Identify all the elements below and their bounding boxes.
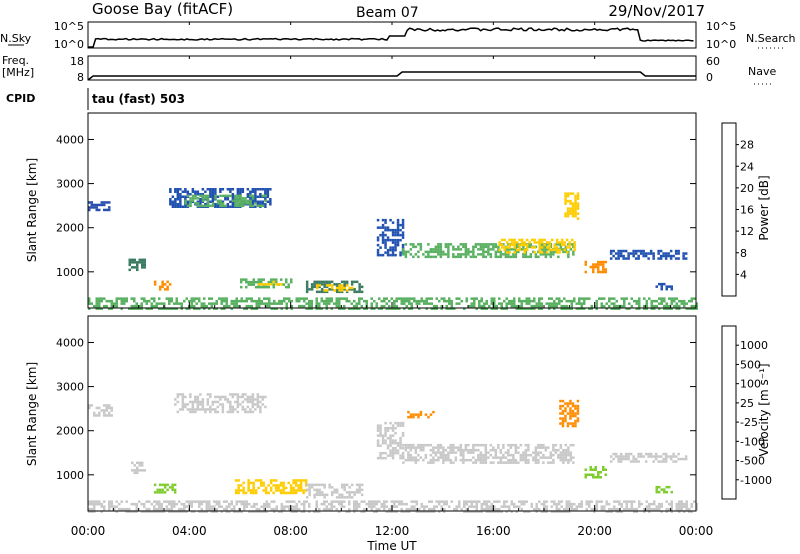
power-colorbar-label: Power [dB] (757, 175, 771, 240)
power-echo-band (316, 284, 354, 292)
cpid-label: CPID (6, 92, 35, 105)
nave-tick-top: 60 (706, 55, 720, 68)
velocity-echo-band (559, 399, 580, 428)
nsky-tick-bottom: 10^0 (54, 38, 84, 51)
x-tick-label: 00:00 (679, 524, 714, 538)
nsky-tick-top: 10^5 (54, 20, 84, 33)
freq-label: Freq. (2, 54, 29, 67)
velocity-ytick-label: 2000 (56, 425, 84, 438)
nave-tick-bottom: 0 (706, 71, 713, 84)
power-panel: 1000 2000 3000 4000 Slant Range [km] (25, 112, 698, 310)
freq-tick-bottom: 8 (77, 71, 84, 84)
power-colorbar-tick: 24 (740, 160, 754, 173)
power-colorbar: 4 8 12 16 20 24 28 Power [dB] (721, 122, 771, 297)
power-colorbar-tick: 28 (740, 139, 754, 152)
power-colorbar-tick: 16 (740, 204, 754, 217)
station-title: Goose Bay (fitACF) (92, 0, 233, 18)
power-colorbar-tick: 20 (740, 182, 754, 195)
velocity-ytick-label: 1000 (56, 469, 84, 482)
x-tick-label: 16:00 (476, 524, 511, 538)
velocity-colorbar: 1000 500 100 25 -25 -100 -500 -1000 Velocity [m… (721, 325, 772, 500)
nsearch-tick-top: 10^5 (706, 20, 736, 33)
nsky-label: N.Sky (0, 32, 32, 45)
power-echo-band (498, 238, 576, 254)
velocity-colorbar-tick: -100 (740, 435, 765, 448)
velocity-echo-band (584, 466, 607, 479)
date-title: 29/Nov/2017 (608, 2, 705, 20)
velocity-echo-band (88, 404, 113, 417)
nave-label: Nave (748, 65, 776, 78)
velocity-echo-band (174, 393, 267, 414)
nsky-panel: N.Sky 10^5 10^0 10^5 10^0 N.Search (0, 20, 796, 51)
velocity-colorbar-tick: 1000 (740, 339, 768, 352)
power-colorbar-tick: 12 (740, 225, 754, 238)
x-axis-label: Time UT (366, 539, 417, 553)
velocity-echo-band (407, 410, 435, 419)
freq-tick-top: 18 (70, 55, 84, 68)
velocity-colorbar-tick: -25 (740, 416, 758, 429)
power-echo-band (88, 297, 698, 310)
freq-trace (87, 71, 696, 81)
x-tick-label: 00:00 (71, 524, 106, 538)
x-tick-label: 20:00 (577, 524, 612, 538)
velocity-echo-band (234, 479, 308, 495)
cpid-value: tau (fast) 503 (92, 92, 185, 106)
power-echo-band (609, 249, 688, 260)
beam-title: Beam 07 (356, 5, 419, 21)
power-ylabel: Slant Range [km] (25, 158, 39, 262)
power-echo-band (88, 201, 111, 212)
power-ytick-label: 1000 (56, 266, 84, 279)
velocity-ytick-label: 3000 (56, 381, 84, 394)
velocity-echo-band (305, 483, 364, 499)
velocity-ytick-label: 4000 (56, 336, 84, 349)
velocity-echo-band (655, 485, 673, 494)
freq-panel: Freq. [MHz] 18 8 60 0 Nave (2, 54, 776, 85)
power-colorbar-tick: 8 (740, 247, 747, 260)
power-echo-band (257, 280, 283, 286)
velocity-ylabel: Slant Range [km] (25, 362, 39, 466)
velocity-echo-band (376, 421, 405, 460)
velocity-colorbar-tick: 500 (740, 358, 761, 371)
power-echo-band (376, 218, 405, 257)
power-echo-band (153, 280, 172, 291)
nsky-trace (88, 27, 694, 48)
velocity-colorbar-tick: 100 (740, 378, 761, 391)
power-ytick-label: 4000 (56, 133, 84, 146)
power-echo-band (184, 194, 267, 208)
power-ytick-label: 2000 (56, 222, 84, 235)
velocity-colorbar-tick: -500 (740, 455, 765, 468)
power-ytick-label: 3000 (56, 178, 84, 191)
velocity-colorbar-tick: 25 (740, 397, 754, 410)
freq-unit-label: [MHz] (2, 66, 34, 79)
velocity-echo-band (609, 452, 688, 463)
x-tick-label: 08:00 (273, 524, 308, 538)
power-echo-band (655, 282, 673, 291)
x-tick-label: 12:00 (375, 524, 410, 538)
velocity-colorbar-label: Velocity [m s⁻¹] (757, 363, 771, 456)
x-tick-label: 04:00 (172, 524, 207, 538)
velocity-echo-band (131, 461, 146, 475)
power-echo-band (240, 278, 293, 289)
velocity-echo-band (153, 483, 177, 494)
nsearch-tick-bottom: 10^0 (706, 38, 736, 51)
velocity-panel: 1000 2000 3000 4000 Slant Range [km] (25, 315, 698, 513)
power-echo-band (584, 260, 607, 274)
velocity-echo-band (402, 443, 575, 464)
nsearch-label: N.Search (746, 32, 796, 45)
x-axis: 00:00 04:00 08:00 12:00 16:00 20:00 00:00 (71, 22, 714, 538)
power-colorbar-tick: 4 (740, 268, 747, 281)
power-echo-band (564, 192, 580, 220)
velocity-colorbar-tick: -1000 (740, 474, 772, 487)
power-echo-band (128, 258, 146, 272)
